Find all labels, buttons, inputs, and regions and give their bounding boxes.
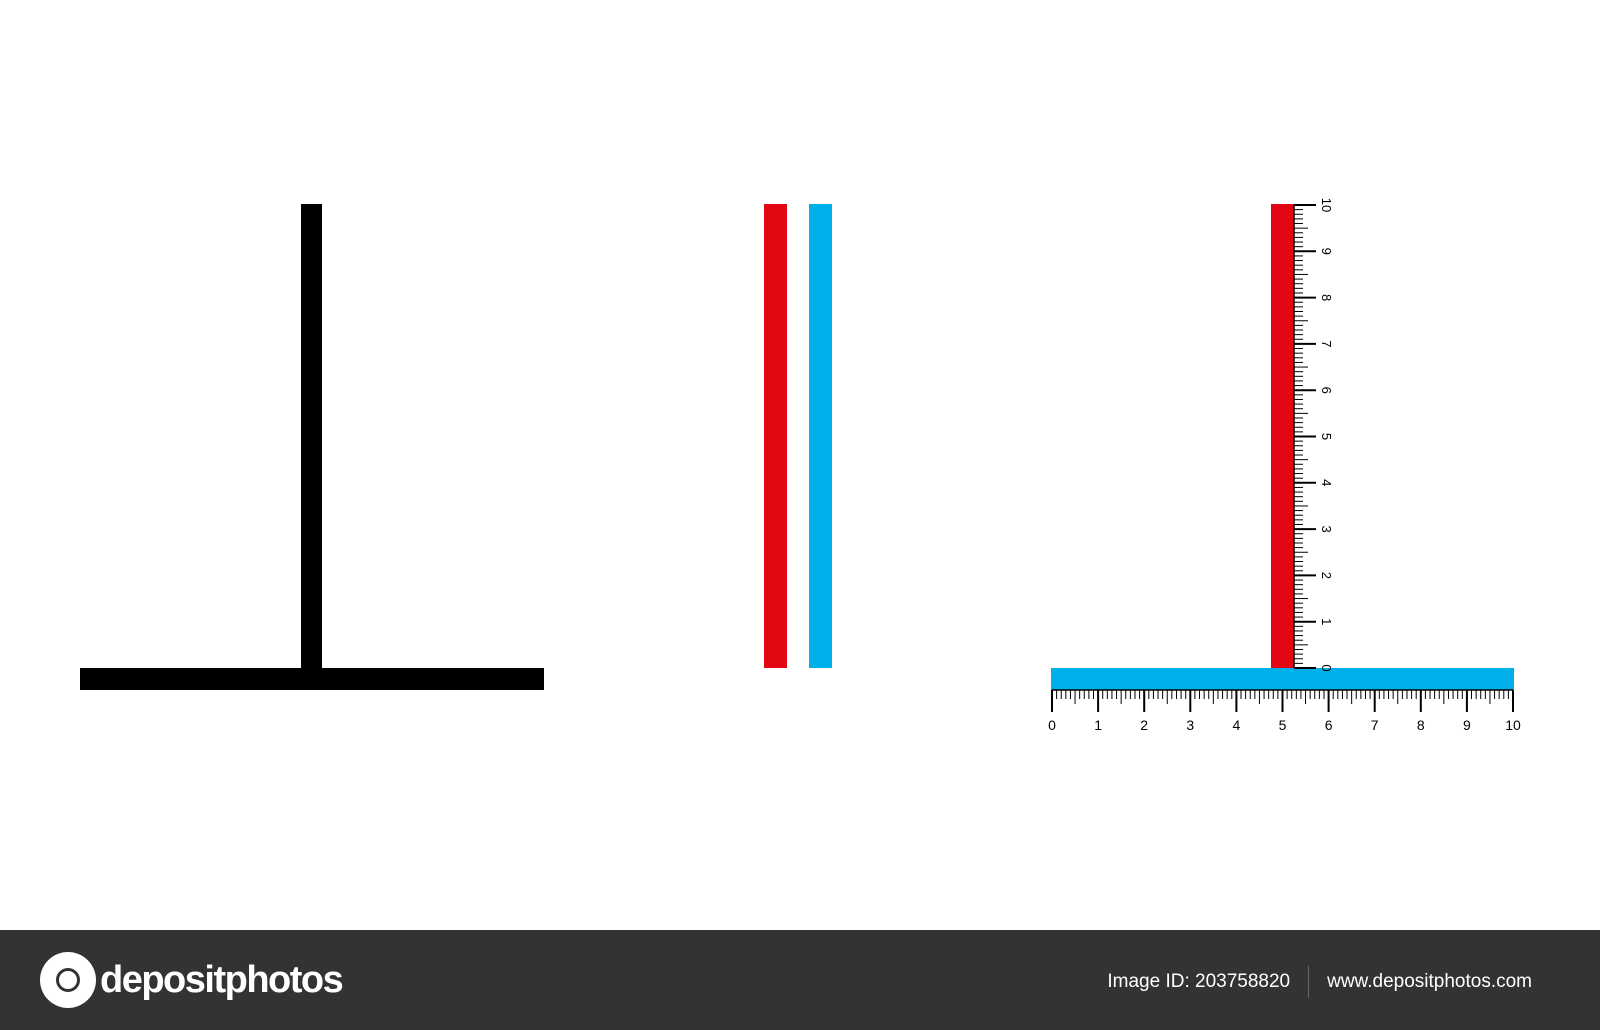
vertical-ruler-label: 6 [1319, 387, 1334, 394]
logo-text: depositphotos [100, 958, 344, 1001]
vertical-ruler-label: 9 [1319, 248, 1334, 255]
vertical-ruler-label: 4 [1319, 479, 1334, 486]
horizontal-ruler-label: 0 [1048, 717, 1056, 733]
vertical-ruler-label: 1 [1319, 618, 1334, 625]
horizontal-ruler-label: 10 [1505, 717, 1521, 733]
horizontal-ruler-label: 1 [1094, 717, 1102, 733]
camera-icon [40, 952, 96, 1008]
image-id: Image ID: 203758820 [1107, 971, 1291, 992]
horizontal-ruler-label: 5 [1279, 717, 1287, 733]
vertical-ruler-label: 3 [1319, 525, 1334, 532]
black-t-horizontal-bar [80, 668, 544, 690]
divider [1308, 966, 1310, 998]
vertical-ruler-label: 0 [1319, 664, 1334, 671]
horizontal-ruler-label: 6 [1325, 717, 1333, 733]
vertical-ruler-label: 2 [1319, 572, 1334, 579]
horizontal-ruler-label: 2 [1140, 717, 1148, 733]
horizontal-ruler-label: 9 [1463, 717, 1471, 733]
horizontal-ruler-label: 8 [1417, 717, 1425, 733]
horizontal-ruler-label: 4 [1233, 717, 1241, 733]
horizontal-ruler-label: 3 [1186, 717, 1194, 733]
horizontal-ruler-label: 7 [1371, 717, 1379, 733]
vertical-ruler-label: 5 [1319, 433, 1334, 440]
ruler-scales: 0 1 2 3 4 5 6 7 8 9 10 0 1 2 3 4 5 6 7 8 9 10 [1048, 198, 1521, 733]
vertical-ruler-label: 10 [1319, 198, 1334, 212]
vertical-ruler-label: 8 [1319, 294, 1334, 301]
footer-bar: depositphotos Image ID: 203758820 www.de… [0, 930, 1600, 1030]
vertical-ruler-label: 7 [1319, 340, 1334, 347]
red-vertical-bar [764, 204, 787, 668]
depositphotos-logo: depositphotos [40, 952, 344, 1008]
black-t-vertical-bar [301, 204, 322, 679]
blue-vertical-bar [809, 204, 832, 668]
site-link[interactable]: www.depositphotos.com [1327, 971, 1532, 992]
ruler-blue-horizontal-bar [1051, 668, 1514, 690]
ruler-red-vertical-bar [1271, 204, 1294, 668]
